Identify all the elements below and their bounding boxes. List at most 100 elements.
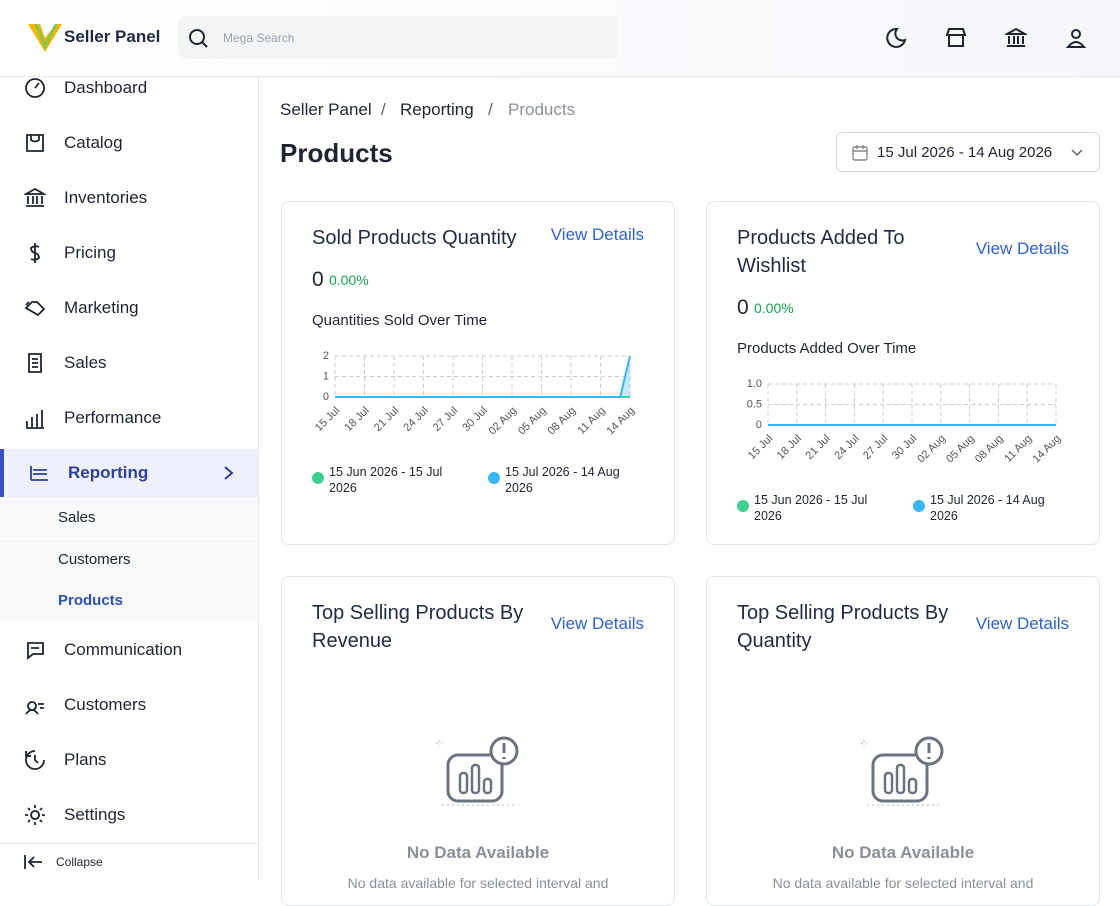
breadcrumb-item[interactable]: Seller Panel [280,100,372,119]
breadcrumb-item: Products [508,100,576,119]
nav-item[interactable]: Settings [0,791,258,839]
y-tick-label: 1.0 [747,378,762,390]
brand: Seller Panel [64,27,161,46]
nav-label: Plans [64,749,107,769]
x-tick-label: 30 Jul [460,405,489,434]
chevron [1071,149,1083,157]
logo [28,23,62,52]
nav-item[interactable]: Inventories [0,174,258,222]
submenu-item[interactable]: Products [0,580,258,621]
breadcrumb-sep: / [488,100,493,119]
icon-shape [27,641,44,660]
x-tick-label: 02 Aug [915,433,948,466]
nav-label: Catalog [64,133,123,152]
legend-label: 15 Jun 2026 - 15 Jul 2026 [329,465,443,495]
icon-bar [907,777,918,795]
card: Sold Products Quantity View Details 0 0.00%… [281,201,675,545]
view-details-link[interactable]: View Details [975,239,1069,258]
nav-icon [26,410,44,429]
y-tick-label: 0 [756,419,762,431]
card-title: Sold Products Quantity [312,227,517,249]
submenu-label: Customers [58,550,131,568]
calendar-icon [852,145,868,161]
y-tick-label: 0 [323,391,329,403]
x-tick-label: 24 Jul [401,405,430,434]
view-details-link[interactable]: View Details [550,225,644,244]
card-title: Top Selling Products By Revenue [312,602,524,652]
legend-label: 15 Jul 2026 - 14 Aug 2026 [505,465,620,495]
nav-icon [25,700,44,715]
icon-shape [25,700,44,715]
collapse-label: Collapse [56,855,103,869]
legend-item: 15 Jul 2026 - 14 Aug 2026 [913,492,1073,524]
x-tick-label: 02 Aug [486,405,519,438]
nav-label: Sales [64,353,107,372]
nav-label: Reporting [68,463,149,482]
icon-bar [883,771,894,795]
icon-shape [25,749,45,770]
nav-item[interactable]: Plans [0,736,258,784]
view-details-link[interactable]: View Details [550,614,644,633]
line [335,355,631,398]
store-icon[interactable] [945,27,967,49]
nav-item[interactable]: Sales [0,339,258,387]
nav-item[interactable]: Marketing [0,284,258,332]
nav-icon [24,187,46,207]
card: Top Selling Products By Quantity View Det… [706,576,1100,906]
nav-item[interactable]: Customers [0,681,258,729]
metric-change: 0.00% [329,272,369,288]
icon-shape [24,301,46,317]
view-details-link[interactable]: View Details [975,614,1069,633]
submenu-item[interactable]: Customers [0,538,258,580]
collapse[interactable]: Collapse [0,843,258,880]
sidebar: Dashboard Catalog Inventories Pricing Market… [0,77,259,880]
nav-item[interactable]: Performance [0,394,258,442]
x-tick-label: 27 Jul [431,405,460,434]
legend-dot [488,472,500,484]
nav-label: Inventories [64,188,148,207]
empty-text: No data available for selected interval … [772,875,1034,891]
empty-icon [436,736,519,806]
x-tick-label: 18 Jul [775,433,804,462]
nav-item[interactable]: Communication [0,626,258,674]
icon-bar [482,777,493,795]
nav-item[interactable]: Dashboard [0,64,258,112]
x-tick-label: 21 Jul [372,405,401,434]
x-tick-label: 14 Aug [604,405,637,438]
page-title: Products [280,138,393,168]
icon-shape [24,855,42,869]
search-box[interactable]: Mega Search [178,16,618,59]
bank-icon[interactable] [1005,27,1027,49]
legend-dot [737,500,749,512]
card-title: Products Added To Wishlist [737,227,905,277]
x-tick-label: 11 Aug [1002,433,1034,465]
legend-label: 15 Jul 2026 - 14 Aug 2026 [930,493,1045,523]
nav-item[interactable]: Reporting [0,449,258,497]
submenu-item[interactable]: Sales [0,497,258,538]
theme-toggle[interactable] [885,27,907,49]
nav-item[interactable]: Catalog [0,119,258,167]
icon-dots [861,740,939,806]
submenu-label: Sales [58,509,96,526]
icon-shape [30,243,40,263]
icon-bar [458,771,469,795]
nav-item[interactable]: Pricing [0,229,258,277]
card: Top Selling Products By Revenue View Deta… [281,576,675,906]
date-range-picker[interactable]: 15 Jul 2026 - 14 Aug 2026 [836,132,1100,172]
card: Products Added To Wishlist View Details 0 0… [706,201,1100,545]
nav-icon [25,804,45,825]
submenu-label: Products [58,592,124,609]
breadcrumb-item[interactable]: Reporting [400,100,474,119]
y-tick-label: 2 [323,350,329,362]
x-tick-label: 15 Jul [313,405,342,434]
nav-label: Marketing [64,298,139,317]
nav-icon [28,353,42,373]
user-icon[interactable] [1065,27,1087,49]
nav-label: Settings [64,804,126,824]
nav-label: Pricing [64,243,116,262]
x-tick-label: 14 Aug [1030,433,1063,466]
search-icon [189,29,208,48]
x-tick-label: 08 Aug [545,405,578,438]
